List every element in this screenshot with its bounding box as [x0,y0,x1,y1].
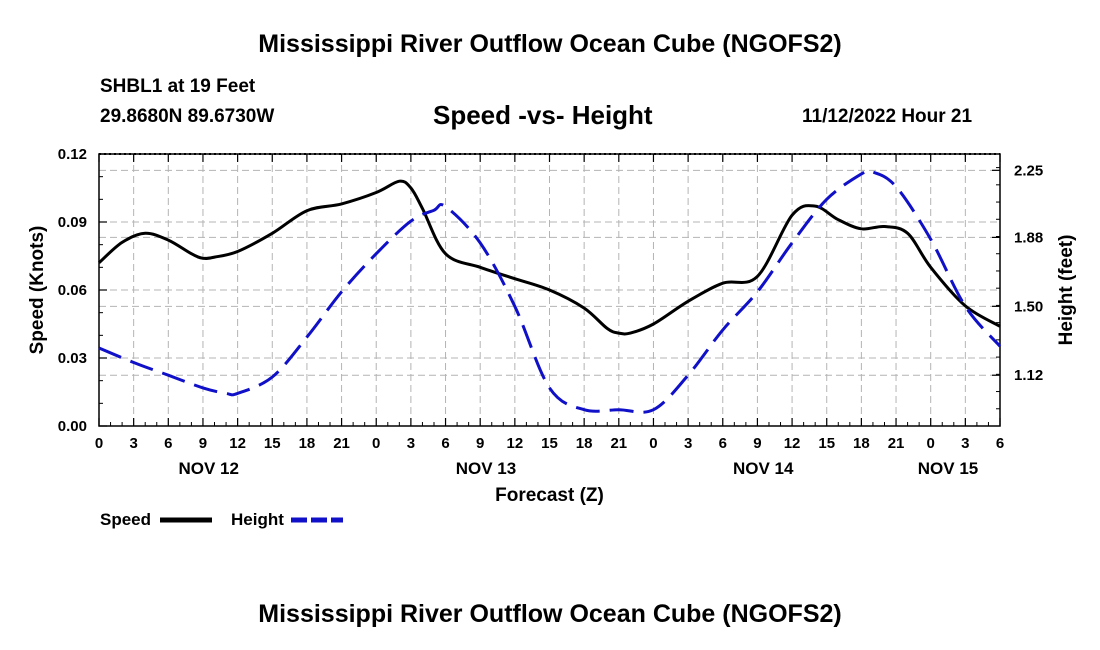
x-tick-label: 3 [407,435,415,452]
x-tick-label: 12 [784,435,801,452]
y-left-tick-label: 0.03 [58,350,87,367]
page-title-repeat: Mississippi River Outflow Ocean Cube (NG… [258,600,842,628]
station-label: SHBL1 at 19 Feet [100,76,256,97]
chart-subtitle: Speed -vs- Height [433,100,653,130]
series-layer [97,169,1002,414]
y-axis-label-left: Speed (Knots) [27,226,48,355]
series-line-speed [97,179,1001,336]
x-tick-label: 0 [372,435,380,452]
x-tick-label: 6 [164,435,172,452]
x-tick-label: 21 [610,435,627,452]
x-tick-label: 0 [927,435,935,452]
x-tick-label: 9 [753,435,761,452]
x-tick-label: 18 [576,435,593,452]
x-tick-label: 21 [888,435,905,452]
y-right-tick-label: 1.50 [1014,298,1043,315]
grid [99,154,1000,426]
axis-ticks: 0 3 6 9 12 15 18 21 0 3 6 9 12 15 18 21 0 3 6 9 12 15 18 21 0 3 6N… [58,146,1043,478]
y-right-tick-label: 1.12 [1014,367,1043,384]
x-tick-label: 6 [719,435,727,452]
x-axis-label: Forecast (Z) [495,485,604,506]
y-right-tick-label: 1.88 [1014,229,1043,246]
x-tick-label: 6 [441,435,449,452]
x-tick-label: 12 [229,435,246,452]
y-left-tick-label: 0.00 [58,418,87,435]
x-tick-label: 6 [996,435,1004,452]
x-tick-label: 12 [507,435,524,452]
day-label: NOV 15 [918,459,978,478]
x-tick-label: 0 [649,435,657,452]
x-tick-label: 3 [684,435,692,452]
x-tick-label: 15 [264,435,281,452]
y-right-tick-label: 2.25 [1014,162,1043,179]
x-tick-label: 18 [853,435,870,452]
day-label: NOV 14 [733,459,794,478]
series-line-height [98,169,1002,414]
y-axis-label-right: Height (feet) [1056,235,1077,346]
x-tick-label: 0 [95,435,103,452]
x-tick-label: 9 [199,435,207,452]
x-tick-label: 3 [961,435,969,452]
page-title: Mississippi River Outflow Ocean Cube (NG… [258,30,842,58]
x-tick-label: 3 [129,435,137,452]
y-left-tick-label: 0.12 [58,146,87,163]
x-tick-label: 15 [818,435,835,452]
day-label: NOV 13 [456,459,516,478]
y-left-tick-label: 0.06 [58,282,87,299]
legend-label-height: Height [231,510,284,529]
x-tick-label: 9 [476,435,484,452]
legend-label-speed: Speed [100,510,151,529]
datetime-label: 11/12/2022 Hour 21 [802,106,973,127]
y-left-tick-label: 0.09 [58,214,87,231]
x-tick-label: 15 [541,435,558,452]
x-tick-label: 21 [333,435,350,452]
coordinates-label: 29.8680N 89.6730W [100,106,275,127]
x-tick-label: 18 [299,435,316,452]
legend: Speed Height [100,510,343,529]
day-label: NOV 12 [178,459,238,478]
